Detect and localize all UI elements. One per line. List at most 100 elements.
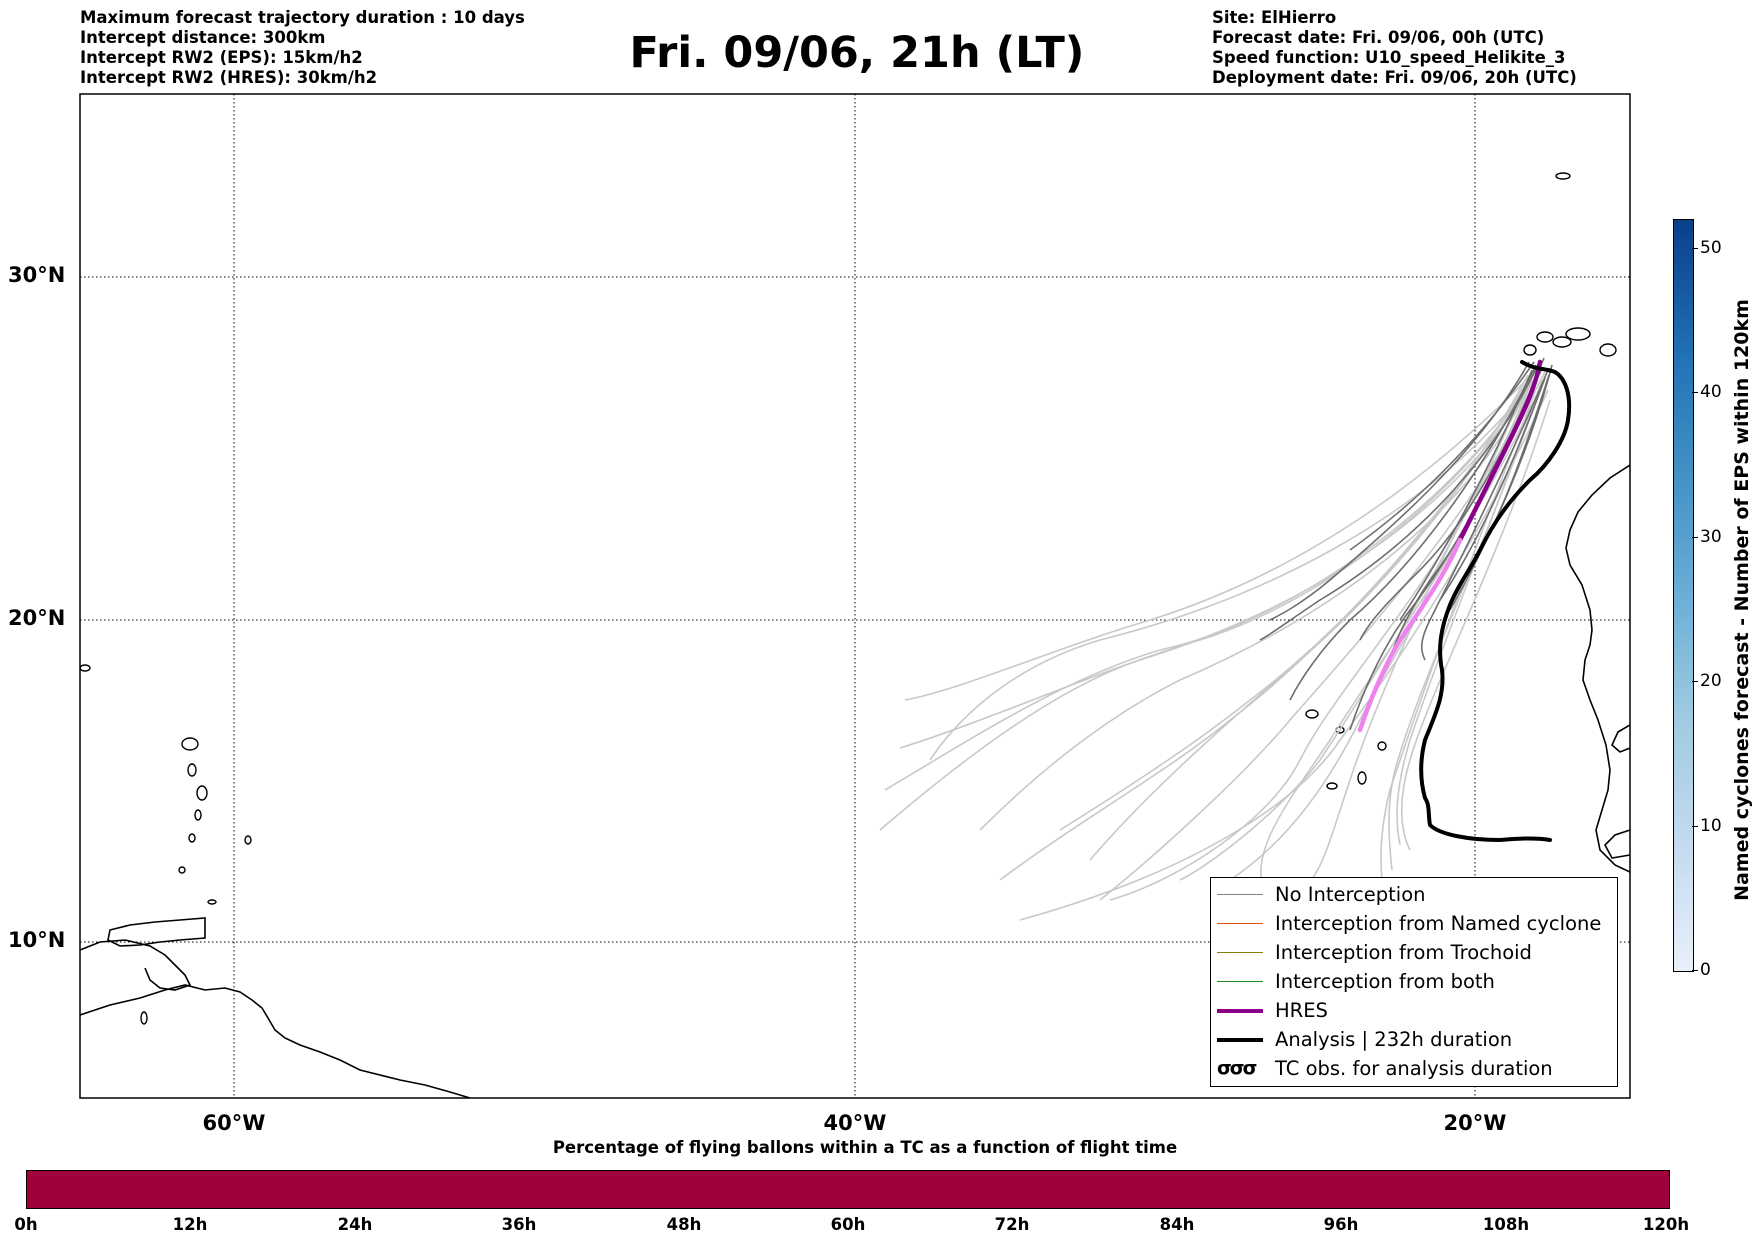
legend-label: TC obs. for analysis duration: [1275, 1057, 1553, 1080]
lon-label-60w: 60°W: [202, 1111, 266, 1135]
legend-item-analysis: Analysis | 232h duration: [1211, 1025, 1617, 1054]
trajectory-eps: [1396, 379, 1543, 846]
colorbar-h-tick-label: 36h: [501, 1215, 537, 1234]
island-madeira: [1599, 343, 1617, 357]
analysis-trajectory: [1419, 360, 1572, 842]
island-cape-verde-1: [1305, 709, 1319, 719]
island-cape-verde-5: [1326, 782, 1338, 790]
trajectory-eps: [899, 361, 1541, 749]
island-margarita: [140, 1011, 148, 1025]
legend-swatch: [1217, 981, 1263, 982]
legend-label: HRES: [1275, 999, 1328, 1022]
header-speed-function: Speed function: U10_speed_Helikite_3: [1212, 48, 1566, 67]
colorbar-vertical-title: Named cyclones forecast - Number of EPS …: [1731, 299, 1752, 901]
lon-label-40w: 40°W: [823, 1111, 887, 1135]
island-grenada: [178, 866, 186, 874]
colorbar-h-tick-label: 60h: [830, 1215, 866, 1234]
legend-swatch: [1217, 894, 1263, 895]
coastline-venezuela-north: [80, 939, 192, 991]
colorbar-horizontal-title: Percentage of flying ballons within a TC…: [552, 1138, 1178, 1157]
island-canary-tenerife: [1536, 331, 1554, 343]
legend-label: Interception from both: [1275, 970, 1495, 993]
header-deployment-date: Deployment date: Fri. 09/06, 20h (UTC): [1212, 68, 1577, 87]
colorbar-h-tick-label: 120h: [1642, 1215, 1690, 1234]
hres-trajectory-late: [1357, 537, 1463, 733]
island-canary-lanzarote: [1565, 327, 1591, 341]
legend-swatch: [1217, 1038, 1263, 1042]
colorbar-h-tick-label: 108h: [1482, 1215, 1530, 1234]
legend-swatch: [1217, 923, 1263, 924]
island-cape-verde-4: [1357, 771, 1367, 785]
trajectory-eps: [1400, 399, 1551, 851]
colorbar-tick: [1692, 826, 1698, 827]
legend-label: Analysis | 232h duration: [1275, 1028, 1513, 1051]
island-virgin-islands: [80, 664, 91, 672]
coastline-western-sahara-bulge: [1611, 724, 1630, 753]
colorbar-h-tick-label: 24h: [337, 1215, 373, 1234]
island-lesser-antilles-4: [194, 809, 202, 821]
coastline-senegal: [1604, 829, 1630, 859]
legend-label: Interception from Named cyclone: [1275, 912, 1602, 935]
legend-label: Interception from Trochoid: [1275, 941, 1532, 964]
trajectory-eps: [1179, 399, 1521, 881]
island-azores: [1555, 172, 1571, 180]
colorbar-vertical: [1673, 219, 1694, 972]
legend-label: No Interception: [1275, 883, 1426, 906]
legend-item-named-cyclone: Interception from Named cyclone: [1211, 909, 1617, 938]
island-lesser-antilles-2: [187, 763, 197, 777]
tc-symbol-icon: σσσ: [1217, 1057, 1257, 1079]
colorbar-tick-label: 10: [1700, 816, 1722, 836]
islands: [80, 172, 1617, 1025]
trajectory-eps: [904, 367, 1539, 701]
lon-label-20w: 20°W: [1443, 1111, 1507, 1135]
island-cape-verde-3: [1377, 741, 1387, 751]
header-forecast-date: Forecast date: Fri. 09/06, 00h (UTC): [1212, 28, 1545, 47]
colorbar-tick: [1692, 248, 1698, 249]
coastline-west-africa: [1565, 464, 1630, 873]
coastline-trinidad: [107, 917, 206, 947]
colorbar-tick-label: 30: [1700, 527, 1722, 547]
trajectory-eps: [1439, 377, 1546, 601]
colorbar-h-tick-label: 84h: [1159, 1215, 1195, 1234]
colorbar-h-tick-label: 72h: [994, 1215, 1030, 1234]
island-canary-gran-canaria: [1523, 344, 1537, 356]
island-lesser-antilles-1: [181, 737, 199, 751]
lat-label-30n: 30°N: [8, 263, 66, 287]
lat-label-20n: 20°N: [8, 606, 66, 630]
colorbar-tick: [1692, 392, 1698, 393]
colorbar-tick-label: 40: [1700, 382, 1722, 402]
trajectory-eps: [1099, 371, 1546, 901]
header-intercept-hres: Intercept RW2 (HRES): 30km/h2: [80, 68, 378, 87]
legend-item-tc-obs: σσσ TC obs. for analysis duration: [1211, 1054, 1617, 1083]
legend-item-both: Interception from both: [1211, 967, 1617, 996]
header-intercept-eps: Intercept RW2 (EPS): 15km/h2: [80, 48, 363, 67]
page-title: Fri. 09/06, 21h (LT): [629, 28, 1085, 78]
legend-item-trochoid: Interception from Trochoid: [1211, 938, 1617, 967]
trajectory-eps: [884, 369, 1537, 791]
header-intercept-distance: Intercept distance: 300km: [80, 28, 326, 47]
island-lesser-antilles-5: [188, 833, 196, 843]
colorbar-horizontal: [26, 1170, 1670, 1209]
trajectory-eps: [979, 379, 1533, 831]
colorbar-h-tick-label: 0h: [14, 1215, 38, 1234]
island-tobago: [207, 899, 217, 905]
colorbar-tick-label: 50: [1700, 238, 1722, 258]
header-max-duration: Maximum forecast trajectory duration : 1…: [80, 8, 525, 27]
lat-label-10n: 10°N: [8, 928, 66, 952]
map-frame: [79, 93, 1631, 1099]
trajectory-eps: [1299, 391, 1526, 891]
colorbar-tick: [1692, 681, 1698, 682]
coastlines: [80, 464, 1630, 1098]
trajectory-eps: [1420, 369, 1549, 661]
trajectory-eps: [999, 382, 1527, 881]
legend-swatch: [1217, 952, 1263, 953]
trajectory-eps: [1399, 369, 1533, 621]
island-lesser-antilles-3: [196, 785, 208, 801]
colorbar-tick: [1692, 537, 1698, 538]
trajectory-eps: [1349, 361, 1535, 551]
island-barbados: [244, 835, 252, 845]
header-left-info: Maximum forecast trajectory duration : 1…: [80, 8, 525, 88]
trajectory-eps: [1289, 364, 1537, 701]
hres-trajectory: [1457, 359, 1543, 543]
trajectory-eps: [1019, 389, 1549, 921]
